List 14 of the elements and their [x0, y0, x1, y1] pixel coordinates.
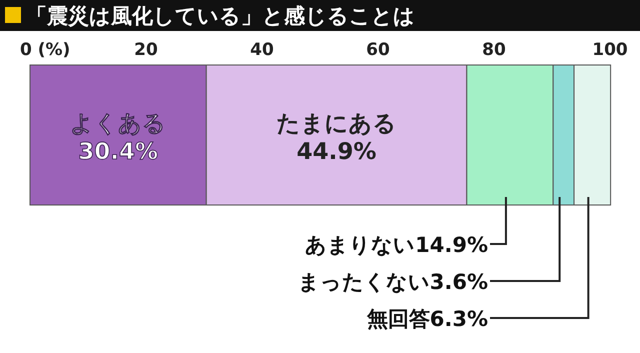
x-tick-label: 100 [592, 40, 628, 60]
x-tick-label: 80 [482, 40, 506, 60]
data-label: 44.9% [296, 139, 376, 165]
series-label: よくある [70, 111, 166, 137]
data-label: 30.4% [78, 139, 158, 165]
x-tick-label: 60 [366, 40, 390, 60]
x-tick-label: 0 (%) [20, 40, 70, 60]
series-label: たまにある [276, 111, 397, 137]
text: まったくない3.6% [298, 270, 488, 294]
text: 無回答6.3% [366, 307, 488, 331]
x-tick-label: 40 [250, 40, 274, 60]
text: あまりない14.9% [305, 233, 488, 257]
x-tick-label: 20 [134, 40, 158, 60]
chart-title: 「震災は風化している」と感じることは [26, 4, 415, 28]
